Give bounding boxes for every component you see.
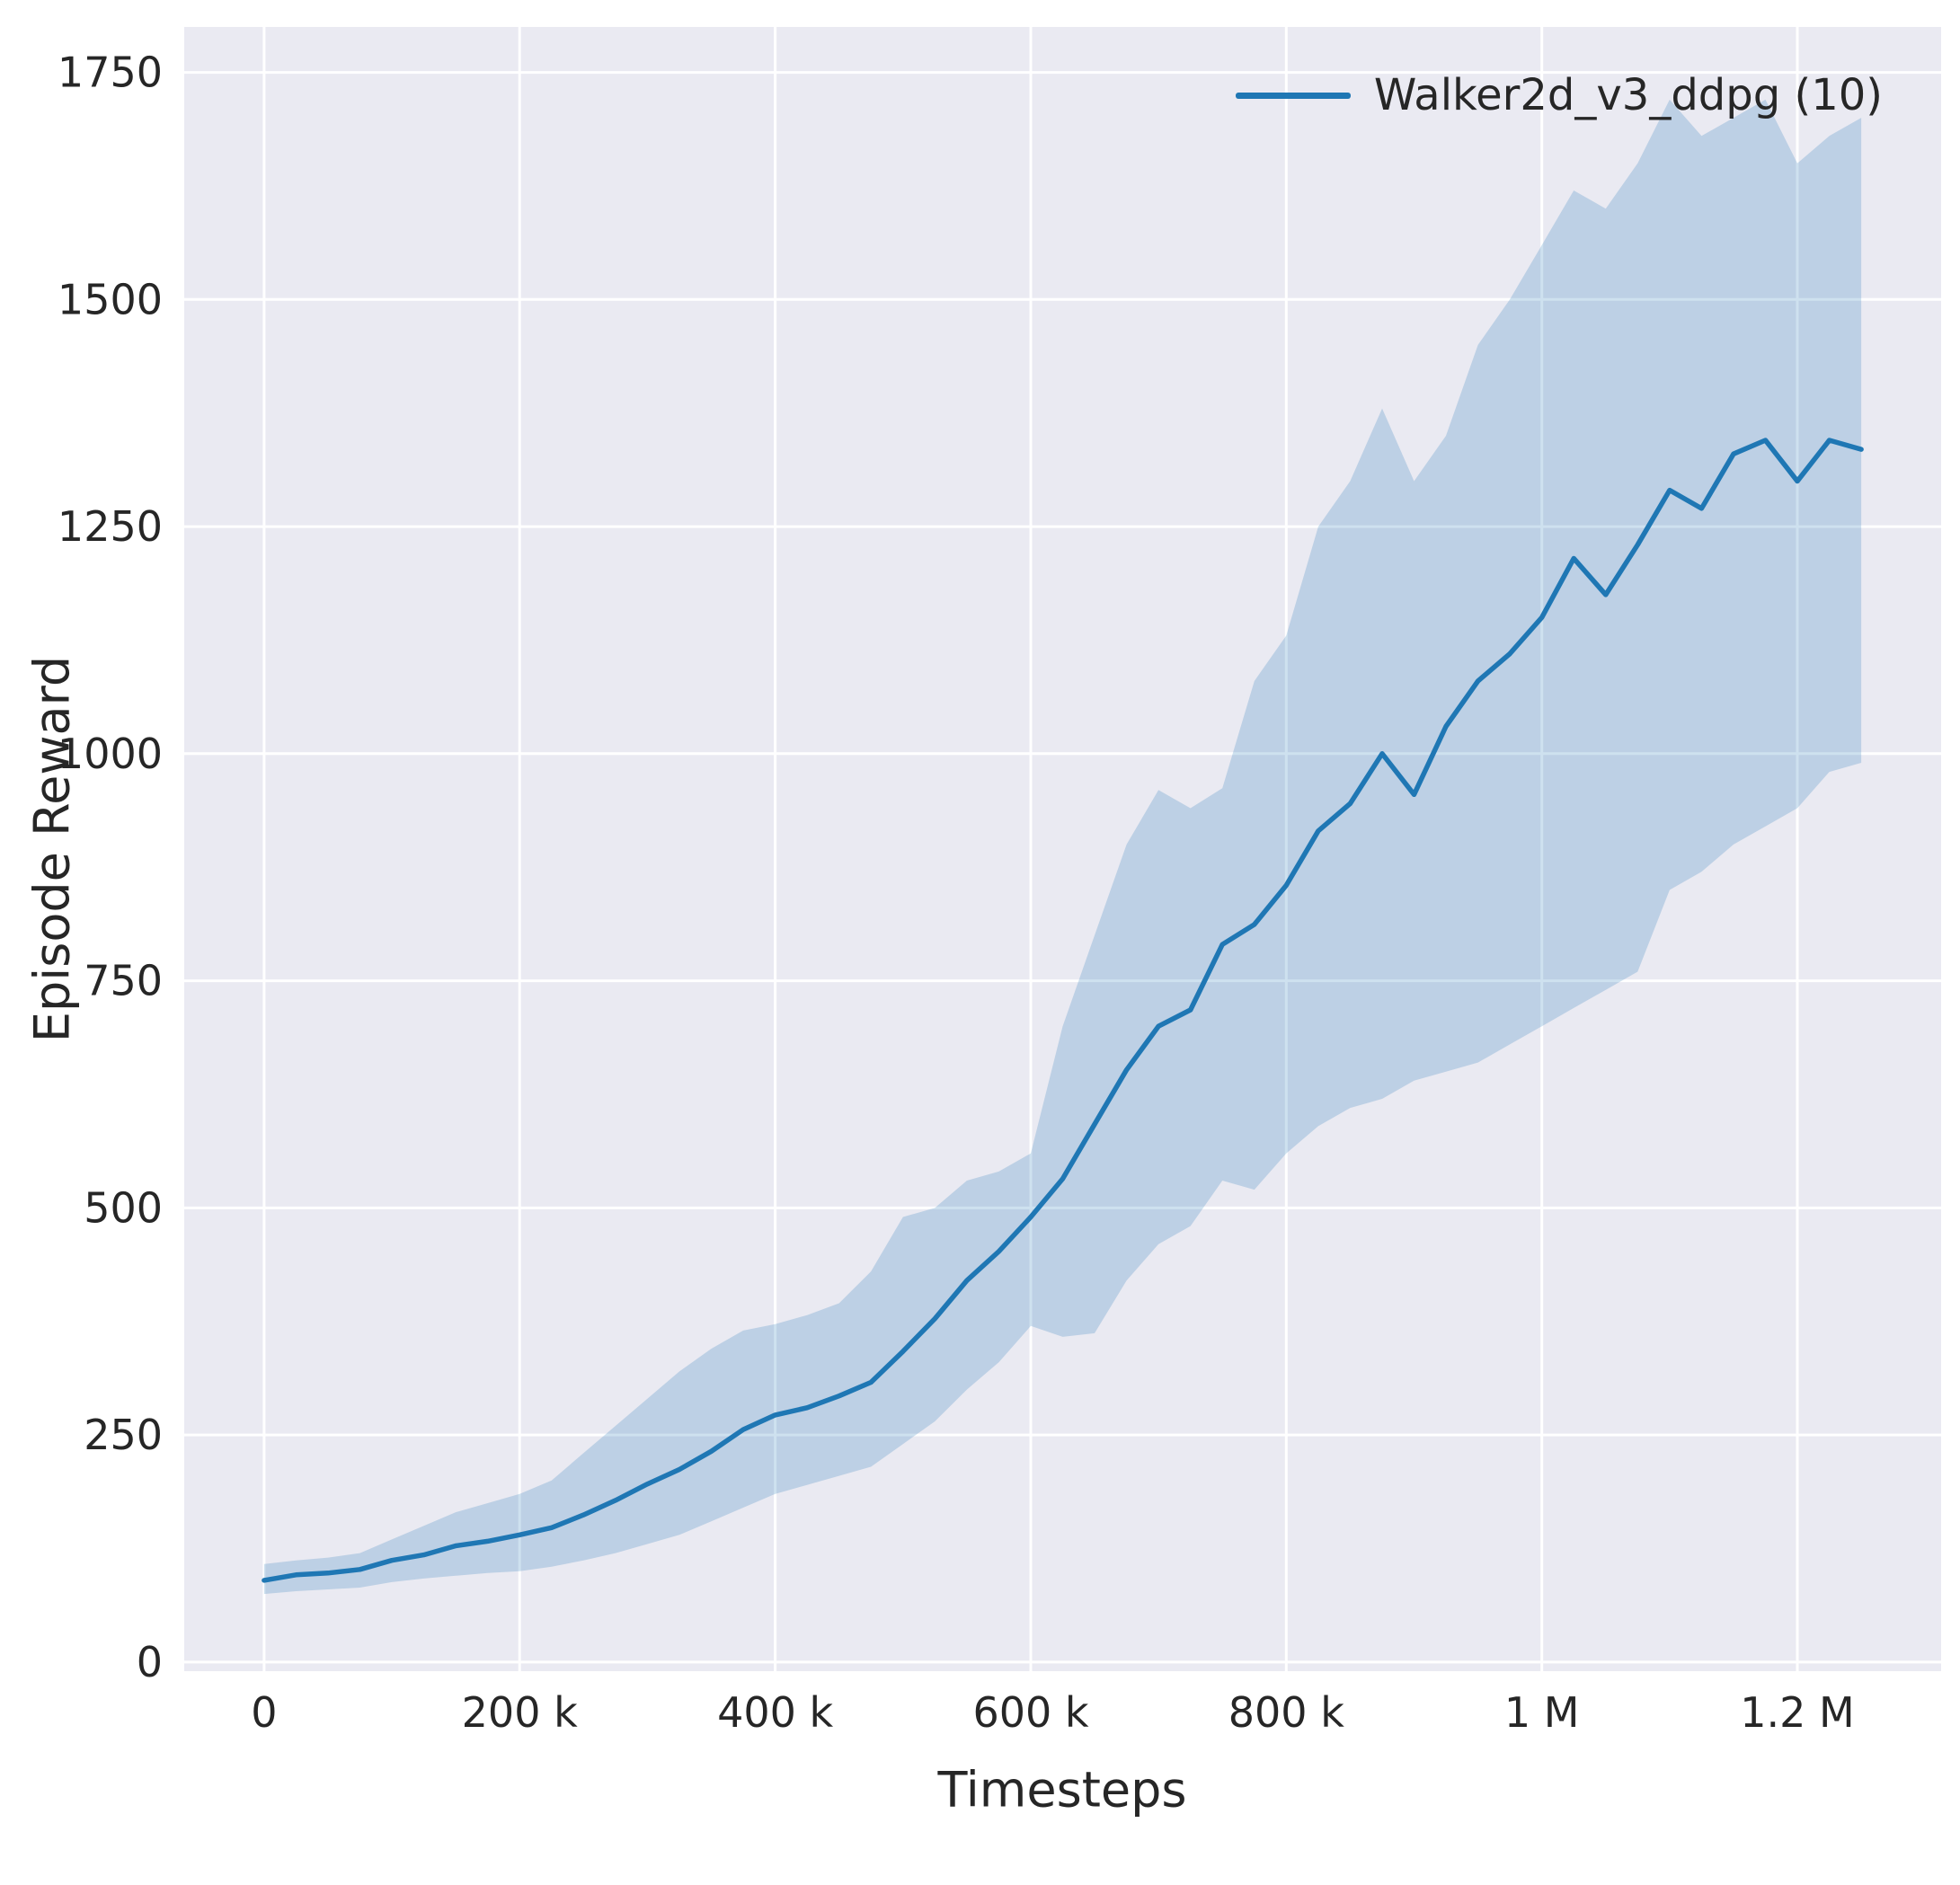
y-tick-label: 750 [84, 957, 163, 1005]
y-tick-label: 0 [137, 1638, 163, 1686]
y-tick-label: 1750 [58, 49, 163, 97]
mean-line [262, 438, 1864, 1583]
x-tick-label: 800 k [1228, 1688, 1344, 1737]
y-tick-label: 250 [84, 1411, 163, 1459]
legend-line-sample [1235, 92, 1351, 99]
x-tick-label: 0 [251, 1688, 277, 1737]
y-tick-label: 500 [84, 1183, 163, 1232]
x-axis-label: Timesteps [937, 1761, 1187, 1819]
x-tick-label: 1 M [1504, 1688, 1580, 1737]
plot-background [184, 27, 1941, 1671]
y-tick-label: 1000 [58, 730, 163, 778]
confidence-band [263, 99, 1862, 1595]
y-tick-label: 1500 [58, 275, 163, 323]
y-tick-label: 1250 [58, 502, 163, 551]
x-tick-label: 1.2 M [1740, 1688, 1854, 1737]
legend-label: Walker2d_v3_ddpg (10) [1373, 70, 1883, 120]
y-axis-label: Episode Reward [23, 655, 81, 1043]
x-tick-label: 600 k [972, 1688, 1088, 1737]
x-tick-label: 200 k [462, 1688, 578, 1737]
legend: Walker2d_v3_ddpg (10) [1235, 70, 1883, 120]
x-tick-label: 400 k [717, 1688, 833, 1737]
